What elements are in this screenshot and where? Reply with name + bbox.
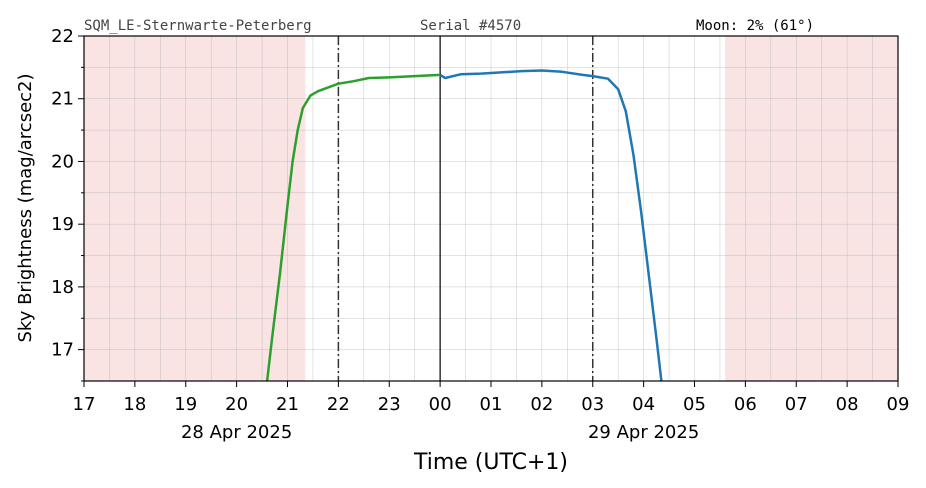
x-tick-label: 04 [632,394,655,415]
y-tick-label: 20 [51,151,74,172]
y-tick-label: 17 [51,340,74,361]
daylight-region [84,36,306,381]
moon-info: Moon: 2% (61°) [696,18,814,34]
series-line-2 [439,69,663,382]
x-tick-label: 03 [581,394,604,415]
x-tick-label: 06 [734,394,757,415]
series-line-1 [265,73,441,382]
x-tick-label: 22 [327,394,350,415]
x-tick-label: 08 [836,394,859,415]
x-tick-label: 20 [225,394,248,415]
x-tick-label: 02 [530,394,553,415]
x-tick-label: 05 [683,394,706,415]
y-tick-label: 19 [51,214,74,235]
x-tick-label: 19 [174,394,197,415]
date-label: 28 Apr 2025 [181,422,292,443]
x-axis-label: Time (UTC+1) [413,450,568,475]
x-tick-label: 01 [480,394,503,415]
x-tick-label: 00 [429,394,452,415]
axis-ticks: 17 18 19 20 21 22 23 00 01 02 03 04 05 06 07 08 09 28 Apr… [51,26,909,443]
x-tick-label: 21 [276,394,299,415]
y-tick-label: 21 [51,89,74,110]
x-tick-label: 17 [73,394,96,415]
serial-number: Serial #4570 [420,18,521,34]
x-tick-label: 23 [378,394,401,415]
x-tick-label: 07 [785,394,808,415]
y-axis-label: Sky Brightness (mag/arcsec2) [15,73,36,342]
daylight-region [725,36,898,381]
station-name: SQM_LE-Sternwarte-Peterberg [84,18,312,34]
data-series [265,69,663,382]
time-markers [337,36,594,381]
date-label: 29 Apr 2025 [588,422,699,443]
y-tick-label: 18 [51,277,74,298]
y-tick-label: 22 [51,26,74,47]
daylight-shading [84,36,898,381]
x-tick-label: 18 [123,394,146,415]
x-tick-label: 09 [887,394,910,415]
